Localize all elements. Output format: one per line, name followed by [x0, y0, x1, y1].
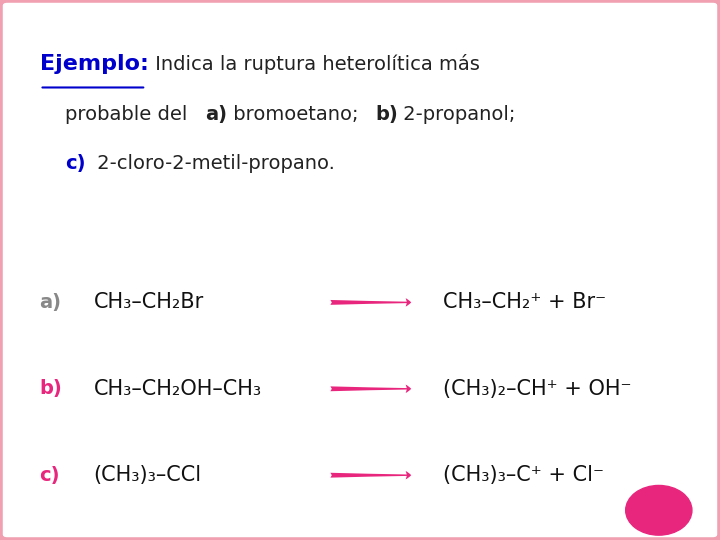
Text: Ejemplo:: Ejemplo: — [40, 54, 148, 74]
Text: a): a) — [40, 293, 62, 312]
Text: a): a) — [205, 105, 228, 124]
Text: 2-propanol;: 2-propanol; — [397, 105, 516, 124]
Text: c): c) — [40, 465, 60, 485]
Text: CH₃–CH₂⁺ + Br⁻: CH₃–CH₂⁺ + Br⁻ — [443, 292, 606, 313]
Text: probable del: probable del — [65, 105, 194, 124]
Text: c): c) — [65, 154, 85, 173]
Text: (CH₃)₃–CCl: (CH₃)₃–CCl — [94, 465, 202, 485]
Text: b): b) — [376, 105, 399, 124]
Text: Indica la ruptura heterolítica más: Indica la ruptura heterolítica más — [149, 54, 480, 74]
Text: bromoetano;: bromoetano; — [227, 105, 364, 124]
Text: b): b) — [40, 379, 63, 399]
Text: CH₃–CH₂OH–CH₃: CH₃–CH₂OH–CH₃ — [94, 379, 262, 399]
Text: CH₃–CH₂Br: CH₃–CH₂Br — [94, 292, 204, 313]
Text: (CH₃)₂–CH⁺ + OH⁻: (CH₃)₂–CH⁺ + OH⁻ — [443, 379, 631, 399]
Circle shape — [626, 485, 692, 535]
Text: 2-cloro-2-metil-propano.: 2-cloro-2-metil-propano. — [91, 154, 335, 173]
Text: (CH₃)₃–C⁺ + Cl⁻: (CH₃)₃–C⁺ + Cl⁻ — [443, 465, 604, 485]
